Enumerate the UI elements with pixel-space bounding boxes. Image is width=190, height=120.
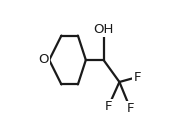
Text: F: F bbox=[105, 100, 112, 113]
Text: F: F bbox=[127, 102, 134, 115]
Text: O: O bbox=[38, 54, 49, 66]
Text: F: F bbox=[133, 71, 141, 84]
Text: OH: OH bbox=[93, 23, 114, 36]
